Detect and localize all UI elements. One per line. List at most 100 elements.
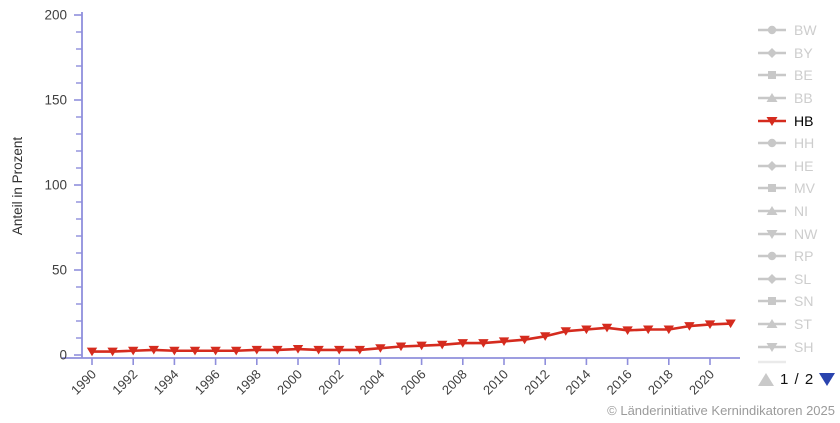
data-point-marker — [354, 345, 365, 355]
y-tick-label: 0 — [59, 348, 67, 363]
data-point-marker — [169, 346, 180, 356]
legend-item-label: ST — [794, 316, 812, 333]
legend-item-BY[interactable]: BY — [757, 42, 840, 65]
legend-item-MV[interactable]: MV — [757, 177, 840, 200]
legend-item-label: NI — [794, 203, 808, 220]
legend-marker-triangle-up-icon — [758, 93, 786, 103]
copyright-text: © Länderinitiative Kernindikatoren 2025 — [607, 403, 835, 418]
data-point-marker — [704, 320, 716, 329]
data-point-marker — [643, 325, 654, 335]
data-point-marker — [519, 335, 530, 345]
pager-label: 1 / 2 — [780, 371, 815, 388]
legend-item-label: SH — [794, 338, 814, 355]
legend-item-partial — [757, 358, 840, 367]
x-tick-label: 2016 — [604, 367, 635, 398]
series-HB — [86, 319, 736, 357]
legend-item-NI[interactable]: NI — [757, 200, 840, 223]
legend-pager: 1 / 2 — [758, 371, 838, 388]
data-point-marker — [148, 345, 159, 355]
data-point-marker — [210, 346, 221, 356]
x-tick-label: 1998 — [233, 367, 264, 398]
legend-marker-square-icon — [758, 297, 786, 306]
data-point-marker — [86, 347, 98, 357]
x-tick-label: 2008 — [439, 367, 470, 398]
x-tick-label: 2018 — [645, 367, 676, 398]
legend-item-label: BB — [794, 90, 813, 107]
legend-item-label: NW — [794, 225, 818, 242]
legend-item-SN[interactable]: SN — [757, 290, 840, 313]
data-point-marker — [478, 339, 489, 348]
data-point-marker — [725, 319, 736, 329]
legend-marker-partial-icon — [758, 361, 786, 364]
legend-marker-triangle-down-icon — [758, 116, 786, 126]
data-point-marker — [622, 326, 633, 335]
x-tick-label: 2010 — [480, 367, 511, 398]
legend-item-label: SN — [794, 293, 814, 310]
legend-marker-triangle-down-icon — [758, 342, 786, 352]
x-tick-label: 1994 — [150, 367, 181, 398]
x-tick-label: 1990 — [68, 367, 99, 398]
legend-item-BB[interactable]: BB — [757, 87, 840, 110]
legend-item-label: HE — [794, 157, 814, 174]
legend-item-HE[interactable]: HE — [757, 155, 840, 178]
y-tick-label: 50 — [52, 263, 67, 278]
data-point-marker — [251, 345, 262, 355]
legend-item-ST[interactable]: ST — [757, 313, 840, 336]
legend-marker-triangle-down-icon — [758, 229, 786, 239]
data-point-marker — [457, 339, 468, 348]
x-tick-label: 2012 — [521, 367, 552, 398]
data-point-marker — [684, 322, 695, 331]
legend-item-HB[interactable]: HB — [757, 109, 840, 132]
legend-item-RP[interactable]: RP — [757, 245, 840, 268]
legend-marker-triangle-up-icon — [758, 206, 786, 216]
x-tick-label: 2020 — [686, 367, 717, 398]
legend-marker-triangle-up-icon — [758, 319, 786, 329]
legend-item-SH[interactable]: SH — [757, 335, 840, 358]
legend-item-label: HH — [794, 135, 815, 152]
legend-item-label: SL — [794, 270, 812, 287]
x-tick-label: 2004 — [356, 367, 387, 398]
legend-marker-square-icon — [758, 184, 786, 193]
data-point-marker — [313, 345, 324, 355]
data-point-marker — [272, 345, 283, 355]
data-point-marker — [395, 342, 407, 352]
pager-next-icon[interactable] — [819, 373, 836, 386]
data-point-marker — [663, 325, 674, 335]
x-tick-label: 1992 — [109, 367, 140, 398]
pager-prev-icon[interactable] — [758, 373, 774, 386]
legend-item-HH[interactable]: HH — [757, 132, 840, 155]
data-point-marker — [128, 346, 139, 356]
y-tick-label: 200 — [44, 8, 67, 23]
legend-marker-diamond-icon — [758, 160, 786, 171]
series-line — [90, 322, 732, 353]
data-point-marker — [437, 340, 448, 350]
data-point-marker — [416, 341, 427, 351]
data-point-marker — [581, 325, 592, 335]
legend-marker-square-icon — [758, 71, 786, 80]
legend-item-label: BE — [794, 67, 813, 84]
legend-marker-circle-icon — [758, 252, 786, 261]
legend-item-SL[interactable]: SL — [757, 268, 840, 291]
data-point-marker — [540, 332, 551, 341]
data-point-marker — [107, 347, 118, 357]
legend-marker-diamond-icon — [758, 273, 786, 284]
data-point-marker — [231, 346, 242, 356]
legend-items: BW BY BE BB HB HH HE MV NI NW RP SL SN ST SH — [757, 19, 840, 358]
x-tick-label: 2006 — [398, 367, 429, 398]
y-axis-ticks: 0 50 100 150 200 — [44, 8, 82, 363]
legend-item-label: BW — [794, 22, 817, 39]
legend-marker-circle-icon — [758, 139, 786, 148]
data-point-marker — [601, 323, 613, 333]
x-axis-ticks: 1990 1992 1994 1996 1998 2000 2002 2004 2006 2008… — [68, 358, 717, 398]
y-tick-label: 100 — [44, 178, 67, 193]
legend-item-BE[interactable]: BE — [757, 64, 840, 87]
legend: BW BY BE BB HB HH HE MV NI NW RP SL SN ST SH — [757, 19, 840, 367]
axes — [62, 12, 740, 359]
legend-marker-circle-icon — [758, 26, 786, 35]
legend-item-NW[interactable]: NW — [757, 222, 840, 245]
legend-marker-diamond-icon — [758, 47, 786, 58]
legend-item-label: RP — [794, 248, 814, 265]
legend-item-BW[interactable]: BW — [757, 19, 840, 42]
x-tick-label: 2000 — [274, 367, 305, 398]
